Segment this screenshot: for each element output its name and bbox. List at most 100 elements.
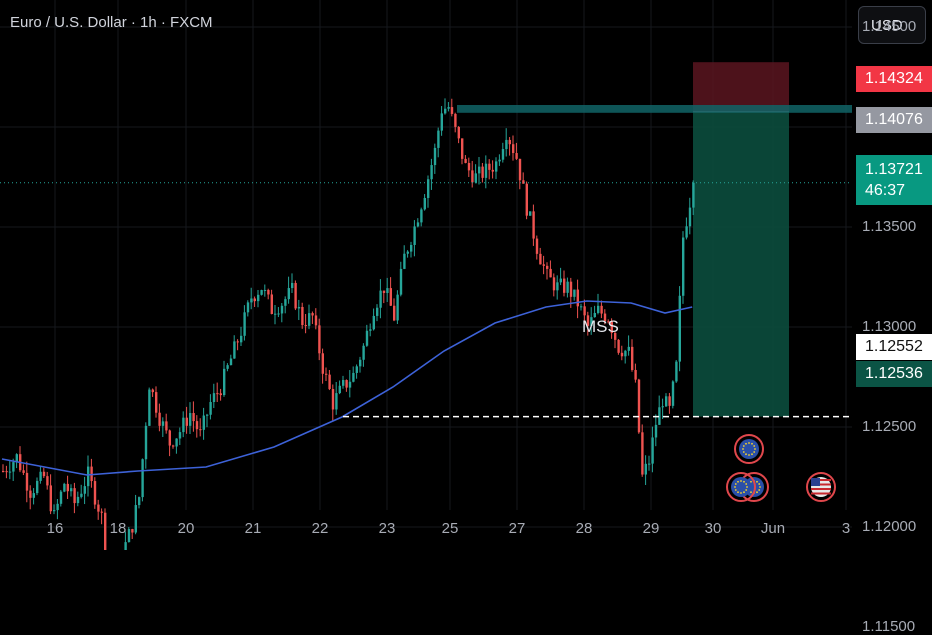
- candle: [515, 142, 518, 160]
- candle-body: [552, 277, 556, 291]
- candle-body: [369, 329, 372, 331]
- eu-star: [740, 492, 742, 494]
- candle: [338, 380, 341, 395]
- candle-body: [36, 480, 39, 494]
- candle-body: [406, 251, 409, 254]
- candle-body: [668, 396, 671, 406]
- us-event-icon[interactable]: [806, 472, 836, 502]
- candle-body: [284, 299, 287, 306]
- candle-body: [172, 445, 175, 447]
- candle: [348, 370, 352, 398]
- candle: [83, 476, 86, 505]
- candle-body: [665, 396, 668, 407]
- candle: [297, 299, 301, 321]
- candle: [399, 261, 403, 297]
- eu-star: [745, 483, 748, 485]
- candle-body: [624, 350, 627, 357]
- chart-canvas[interactable]: [0, 0, 932, 550]
- candle-body: [467, 162, 471, 171]
- eu-star: [745, 442, 747, 445]
- us-stripe: [811, 492, 831, 495]
- candle: [36, 477, 39, 496]
- candle: [501, 142, 505, 163]
- candle-body: [654, 424, 658, 438]
- candle-body: [379, 290, 382, 308]
- candle-body: [433, 147, 437, 166]
- candle-body: [73, 488, 76, 504]
- candle: [481, 162, 484, 183]
- price-tick-label: 1.12000: [862, 518, 917, 535]
- candle-body: [5, 471, 8, 473]
- candle-body: [345, 380, 348, 388]
- mss-price-tag: 1.12552: [856, 334, 932, 360]
- candle-body: [124, 542, 127, 550]
- candle-body: [39, 471, 42, 481]
- candle: [331, 384, 335, 421]
- candle-body: [155, 392, 158, 413]
- eu-star: [742, 451, 745, 453]
- candle: [631, 339, 634, 372]
- candle-body: [138, 497, 141, 506]
- candle-body: [359, 359, 362, 367]
- candle: [535, 235, 539, 260]
- candle-body: [297, 306, 301, 309]
- eu-star: [758, 489, 761, 491]
- candle: [682, 231, 685, 304]
- eu-star: [734, 486, 736, 488]
- candle: [413, 220, 416, 257]
- candle: [233, 335, 236, 359]
- candle-body: [464, 158, 467, 163]
- candle: [219, 388, 222, 401]
- candle: [369, 323, 372, 337]
- candle: [144, 422, 148, 469]
- candle: [274, 304, 277, 325]
- eu-star: [753, 445, 756, 447]
- candle: [151, 388, 154, 397]
- candle-body: [508, 139, 511, 145]
- candle: [583, 299, 586, 326]
- candle-body: [97, 504, 100, 512]
- candle: [610, 318, 613, 339]
- candle-body: [444, 108, 447, 114]
- candle: [586, 311, 590, 336]
- candle: [396, 290, 399, 325]
- eu-event-icon[interactable]: [726, 472, 756, 502]
- candle-body: [25, 472, 29, 491]
- candle-body: [488, 163, 491, 170]
- candle: [427, 175, 430, 208]
- candle-body: [274, 313, 277, 315]
- candle: [253, 296, 256, 307]
- eu-event-icon[interactable]: [734, 434, 764, 464]
- candle-body: [474, 173, 477, 183]
- candle-body: [491, 169, 494, 172]
- eu-flag-disc: [739, 439, 759, 459]
- candle-body: [311, 313, 314, 316]
- candle-body: [362, 345, 365, 360]
- candle-body: [263, 289, 267, 291]
- eu-star: [737, 480, 739, 483]
- take-profit-zone: [693, 111, 789, 417]
- entry-price-tag: 1.14076: [856, 107, 932, 133]
- candle-body: [416, 222, 420, 227]
- candle: [199, 418, 202, 437]
- candle-body: [355, 366, 358, 373]
- candle-body: [151, 389, 154, 393]
- candle: [474, 164, 477, 184]
- candle-body: [382, 290, 386, 293]
- candle-body: [525, 183, 528, 216]
- candle: [648, 455, 651, 471]
- candle-body: [671, 381, 675, 406]
- candle-body: [331, 389, 335, 410]
- candle-body: [250, 298, 253, 303]
- candle: [467, 157, 471, 177]
- candle-body: [546, 265, 549, 269]
- candle: [372, 308, 375, 331]
- currency-button[interactable]: USD: [858, 6, 926, 44]
- candle: [552, 273, 556, 297]
- candle: [488, 159, 491, 180]
- candle-body: [440, 113, 443, 131]
- time-tick-label: Jun: [760, 520, 786, 537]
- candle-body: [563, 278, 566, 293]
- candle: [505, 128, 508, 157]
- last-price-tag: 1.13721 46:37: [856, 155, 932, 205]
